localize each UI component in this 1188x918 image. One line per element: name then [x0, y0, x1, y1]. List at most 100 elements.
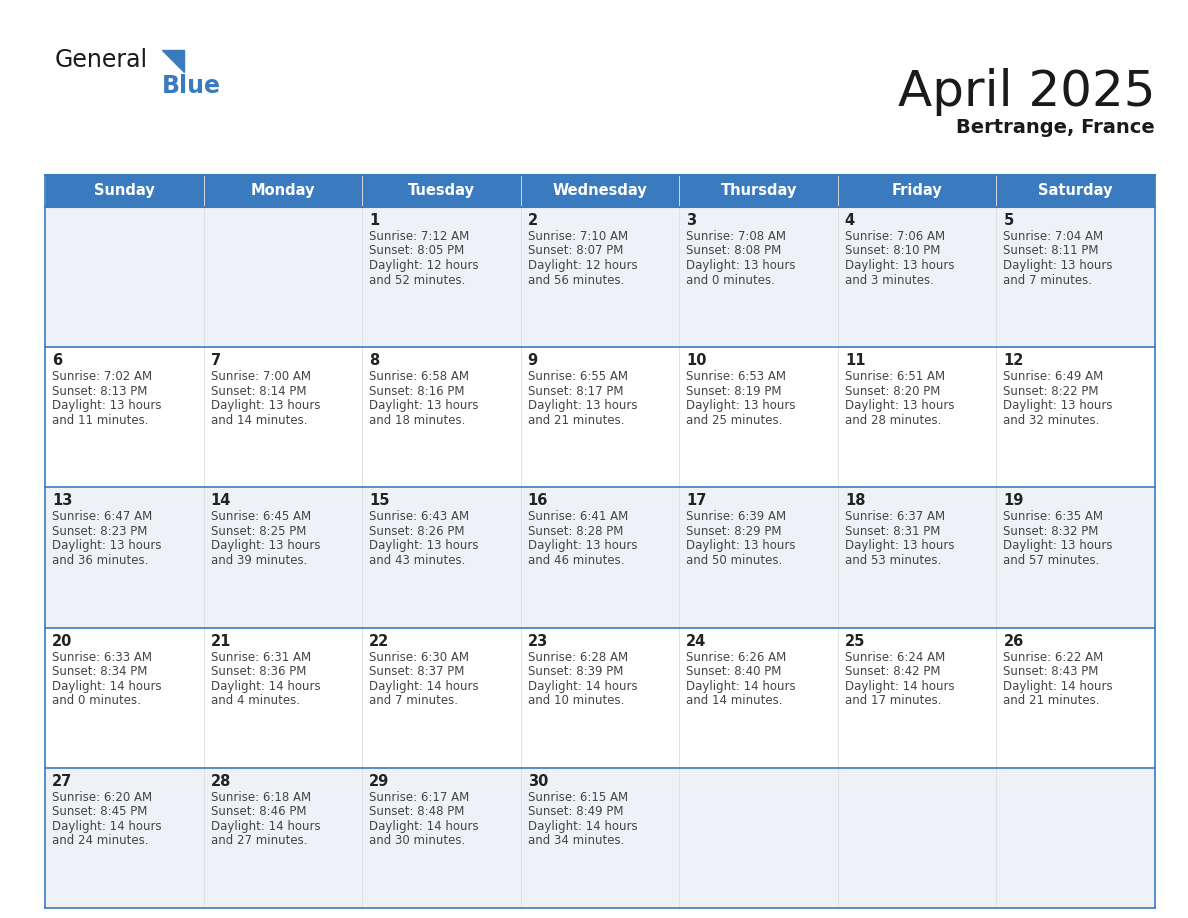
Text: 29: 29 — [369, 774, 390, 789]
Bar — [997, 767, 1155, 908]
Text: Daylight: 13 hours: Daylight: 13 hours — [1004, 540, 1113, 553]
Text: Sunrise: 6:39 AM: Sunrise: 6:39 AM — [687, 510, 786, 523]
Bar — [997, 487, 1155, 628]
Text: Daylight: 13 hours: Daylight: 13 hours — [845, 259, 954, 272]
Bar — [520, 347, 680, 487]
Text: Sunset: 8:32 PM: Sunset: 8:32 PM — [1004, 525, 1099, 538]
Text: Daylight: 14 hours: Daylight: 14 hours — [687, 679, 796, 692]
Bar — [997, 347, 1155, 487]
Bar — [203, 487, 362, 628]
Bar — [203, 628, 362, 767]
Text: 20: 20 — [52, 633, 72, 649]
Bar — [362, 767, 520, 908]
Text: Sunrise: 6:45 AM: Sunrise: 6:45 AM — [210, 510, 311, 523]
Text: Daylight: 14 hours: Daylight: 14 hours — [369, 820, 479, 833]
Text: Daylight: 13 hours: Daylight: 13 hours — [52, 540, 162, 553]
Text: and 3 minutes.: and 3 minutes. — [845, 274, 934, 286]
Text: 6: 6 — [52, 353, 62, 368]
Text: Daylight: 14 hours: Daylight: 14 hours — [210, 820, 321, 833]
Text: and 52 minutes.: and 52 minutes. — [369, 274, 466, 286]
Text: Sunrise: 6:33 AM: Sunrise: 6:33 AM — [52, 651, 152, 664]
Text: 5: 5 — [1004, 213, 1013, 228]
Bar — [838, 175, 997, 207]
Text: Sunrise: 7:08 AM: Sunrise: 7:08 AM — [687, 230, 786, 243]
Text: Daylight: 14 hours: Daylight: 14 hours — [210, 679, 321, 692]
Text: Sunrise: 7:06 AM: Sunrise: 7:06 AM — [845, 230, 944, 243]
Text: and 25 minutes.: and 25 minutes. — [687, 414, 783, 427]
Text: Sunset: 8:25 PM: Sunset: 8:25 PM — [210, 525, 307, 538]
Text: and 53 minutes.: and 53 minutes. — [845, 554, 941, 567]
Text: and 50 minutes.: and 50 minutes. — [687, 554, 783, 567]
Bar — [520, 207, 680, 347]
Text: and 11 minutes.: and 11 minutes. — [52, 414, 148, 427]
Text: 18: 18 — [845, 493, 865, 509]
Text: Sunrise: 6:18 AM: Sunrise: 6:18 AM — [210, 790, 311, 804]
Text: Monday: Monday — [251, 184, 315, 198]
Text: 3: 3 — [687, 213, 696, 228]
Text: Bertrange, France: Bertrange, France — [956, 118, 1155, 137]
Bar — [680, 628, 838, 767]
Bar — [203, 347, 362, 487]
Text: 23: 23 — [527, 633, 548, 649]
Text: Daylight: 12 hours: Daylight: 12 hours — [369, 259, 479, 272]
Text: Sunrise: 6:24 AM: Sunrise: 6:24 AM — [845, 651, 946, 664]
Text: Sunrise: 6:20 AM: Sunrise: 6:20 AM — [52, 790, 152, 804]
Text: Sunset: 8:10 PM: Sunset: 8:10 PM — [845, 244, 940, 258]
Text: Sunrise: 6:17 AM: Sunrise: 6:17 AM — [369, 790, 469, 804]
Text: 27: 27 — [52, 774, 72, 789]
Text: 11: 11 — [845, 353, 865, 368]
Bar — [838, 767, 997, 908]
Text: and 21 minutes.: and 21 minutes. — [527, 414, 624, 427]
Bar — [362, 347, 520, 487]
Text: Sunrise: 6:51 AM: Sunrise: 6:51 AM — [845, 370, 944, 383]
Text: and 34 minutes.: and 34 minutes. — [527, 834, 624, 847]
Text: Sunday: Sunday — [94, 184, 154, 198]
Text: 10: 10 — [687, 353, 707, 368]
Text: and 0 minutes.: and 0 minutes. — [687, 274, 775, 286]
Bar — [203, 207, 362, 347]
Text: Daylight: 13 hours: Daylight: 13 hours — [210, 540, 320, 553]
Text: Sunset: 8:13 PM: Sunset: 8:13 PM — [52, 385, 147, 397]
Text: 24: 24 — [687, 633, 707, 649]
Text: Sunset: 8:28 PM: Sunset: 8:28 PM — [527, 525, 623, 538]
Text: 21: 21 — [210, 633, 230, 649]
Text: and 7 minutes.: and 7 minutes. — [1004, 274, 1093, 286]
Text: and 18 minutes.: and 18 minutes. — [369, 414, 466, 427]
Text: Sunset: 8:48 PM: Sunset: 8:48 PM — [369, 805, 465, 818]
Text: Sunrise: 6:28 AM: Sunrise: 6:28 AM — [527, 651, 627, 664]
Text: Sunrise: 6:55 AM: Sunrise: 6:55 AM — [527, 370, 627, 383]
Text: Sunset: 8:19 PM: Sunset: 8:19 PM — [687, 385, 782, 397]
Text: 13: 13 — [52, 493, 72, 509]
Text: and 7 minutes.: and 7 minutes. — [369, 694, 459, 707]
Bar — [362, 628, 520, 767]
Text: Sunrise: 6:47 AM: Sunrise: 6:47 AM — [52, 510, 152, 523]
Text: Sunset: 8:42 PM: Sunset: 8:42 PM — [845, 666, 941, 678]
Text: Sunset: 8:29 PM: Sunset: 8:29 PM — [687, 525, 782, 538]
Text: Daylight: 13 hours: Daylight: 13 hours — [687, 259, 796, 272]
Text: Daylight: 13 hours: Daylight: 13 hours — [527, 399, 637, 412]
Text: Sunrise: 6:22 AM: Sunrise: 6:22 AM — [1004, 651, 1104, 664]
Text: 25: 25 — [845, 633, 865, 649]
Text: 15: 15 — [369, 493, 390, 509]
Text: Sunrise: 6:26 AM: Sunrise: 6:26 AM — [687, 651, 786, 664]
Bar — [838, 487, 997, 628]
Text: Sunset: 8:34 PM: Sunset: 8:34 PM — [52, 666, 147, 678]
Text: Sunset: 8:46 PM: Sunset: 8:46 PM — [210, 805, 307, 818]
Text: Daylight: 13 hours: Daylight: 13 hours — [369, 399, 479, 412]
Text: 4: 4 — [845, 213, 855, 228]
Bar — [203, 767, 362, 908]
Text: and 57 minutes.: and 57 minutes. — [1004, 554, 1100, 567]
Text: and 14 minutes.: and 14 minutes. — [687, 694, 783, 707]
Text: 2: 2 — [527, 213, 538, 228]
Text: Daylight: 13 hours: Daylight: 13 hours — [1004, 259, 1113, 272]
Text: Thursday: Thursday — [720, 184, 797, 198]
Bar — [45, 347, 203, 487]
Text: Sunset: 8:43 PM: Sunset: 8:43 PM — [1004, 666, 1099, 678]
Text: 14: 14 — [210, 493, 230, 509]
Text: Daylight: 12 hours: Daylight: 12 hours — [527, 259, 637, 272]
Text: Friday: Friday — [892, 184, 942, 198]
Bar — [838, 347, 997, 487]
Text: Sunset: 8:26 PM: Sunset: 8:26 PM — [369, 525, 465, 538]
Text: 8: 8 — [369, 353, 379, 368]
Bar — [520, 767, 680, 908]
